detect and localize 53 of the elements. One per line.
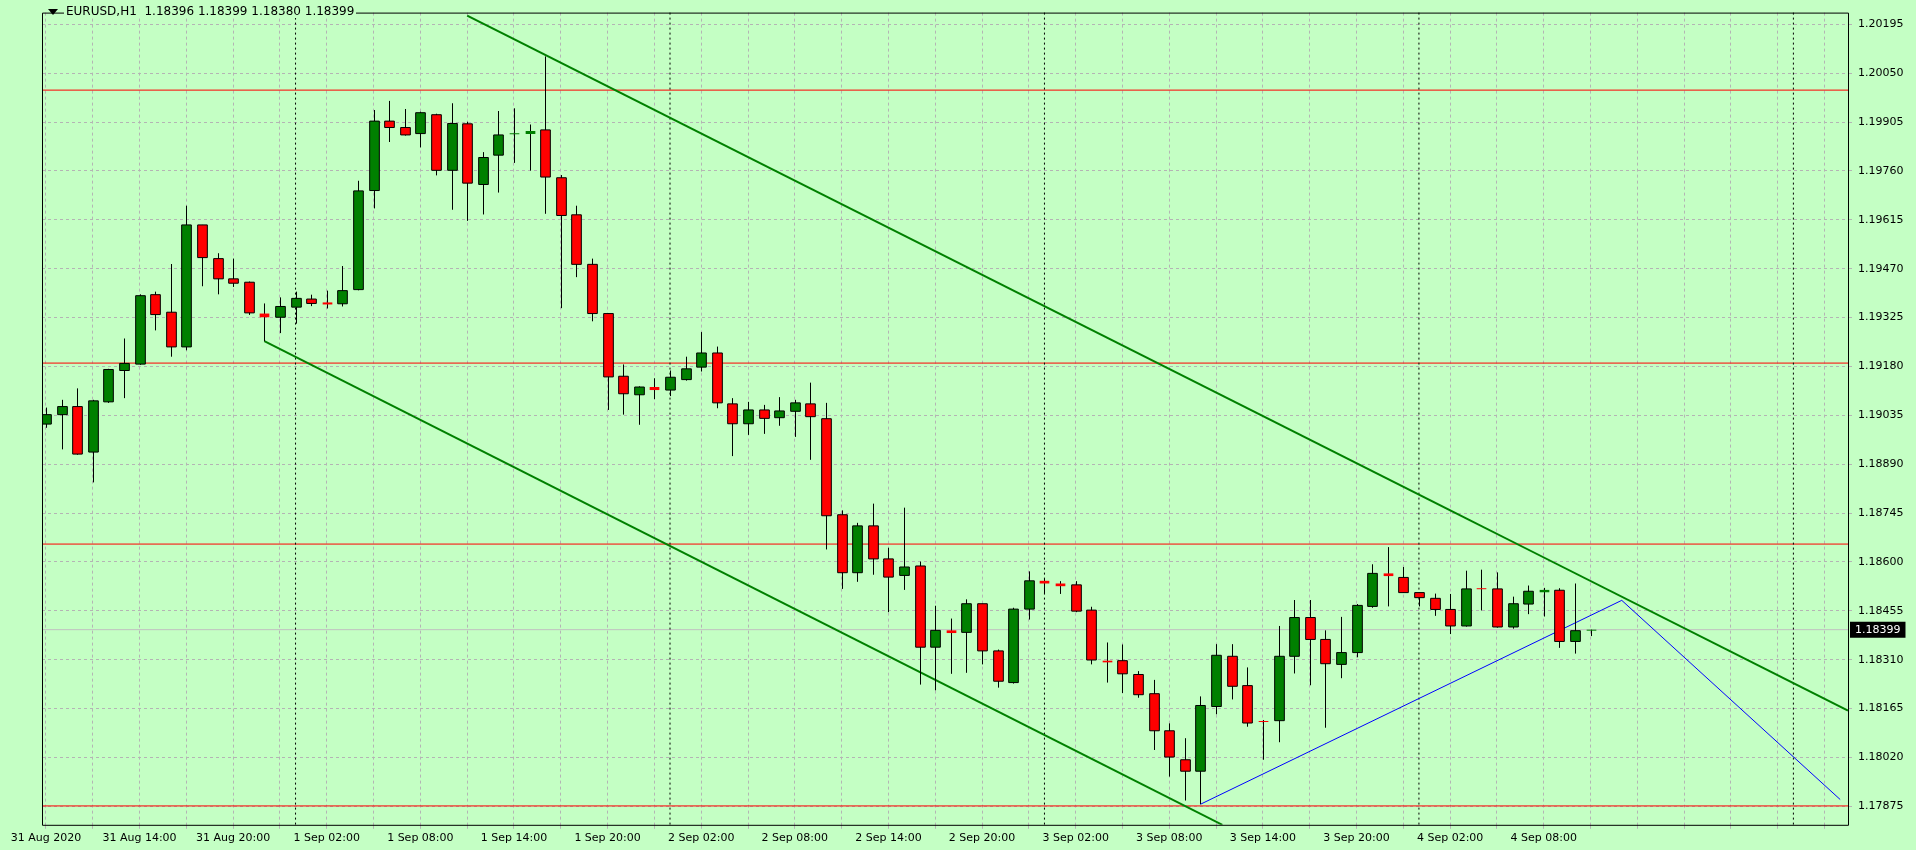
x-tick-label: 2 Sep 14:00 <box>855 831 922 845</box>
x-tick-label: 2 Sep 08:00 <box>761 831 829 845</box>
y-tick-label: 1.19180 <box>1858 359 1904 373</box>
y-tick-label: 1.18890 <box>1858 457 1904 471</box>
y-tick-label: 1.19470 <box>1858 261 1904 275</box>
x-tick-label: 4 Sep 08:00 <box>1510 831 1577 845</box>
candlestick <box>1476 569 1487 611</box>
x-tick-label: 1 Sep 02:00 <box>293 831 360 845</box>
candlestick <box>1305 599 1316 686</box>
y-tick-label: 1.18310 <box>1858 652 1904 666</box>
candlestick <box>1180 737 1191 802</box>
x-tick-label: 31 Aug 20:00 <box>196 831 271 845</box>
candlestick <box>275 296 286 334</box>
y-tick-label: 1.19325 <box>1858 310 1904 324</box>
x-tick-label: 1 Sep 20:00 <box>574 831 641 845</box>
x-tick-label: 31 Aug 2020 <box>10 831 82 845</box>
y-tick-label: 1.19035 <box>1858 408 1904 422</box>
x-tick-label: 1 Sep 14:00 <box>480 831 548 845</box>
candlestick <box>509 107 520 164</box>
candlestick <box>228 258 239 288</box>
candlestick <box>883 547 894 613</box>
x-tick-label: 2 Sep 20:00 <box>948 831 1016 845</box>
y-tick-label: 1.19760 <box>1858 163 1904 177</box>
candlestick <box>759 404 770 435</box>
x-tick-label: 3 Sep 14:00 <box>1229 831 1297 845</box>
candlestick <box>493 110 504 194</box>
y-tick-label: 1.18455 <box>1858 603 1904 617</box>
x-tick-label: 3 Sep 08:00 <box>1136 831 1203 845</box>
y-tick-label: 1.18020 <box>1858 750 1904 764</box>
y-tick-label: 1.17875 <box>1858 799 1904 813</box>
candlestick <box>1258 719 1269 761</box>
y-tick-label: 1.18745 <box>1858 505 1904 519</box>
x-tick-label: 3 Sep 02:00 <box>1042 831 1109 845</box>
x-tick-label: 3 Sep 20:00 <box>1323 831 1390 845</box>
y-tick-label: 1.20050 <box>1858 66 1904 80</box>
y-tick-label: 1.18165 <box>1858 701 1904 715</box>
candlestick <box>1383 546 1394 607</box>
y-tick-label: 1.18600 <box>1858 554 1904 568</box>
y-tick-label: 1.19615 <box>1858 212 1904 226</box>
x-tick-label: 4 Sep 02:00 <box>1416 831 1484 845</box>
candlestick <box>649 377 660 400</box>
y-tick-label: 1.20195 <box>1858 17 1904 31</box>
x-tick-label: 1 Sep 08:00 <box>387 831 454 845</box>
candlestick <box>790 399 801 438</box>
y-tick-label: 1.19905 <box>1858 114 1904 128</box>
ref-line-label: 1.18399 <box>1855 622 1901 636</box>
candlestick <box>946 618 957 675</box>
candlestick <box>1570 583 1581 655</box>
candlestick <box>525 123 536 172</box>
chart-title: EURUSD,H1 1.18396 1.18399 1.18380 1.18399 <box>64 4 357 18</box>
x-tick-label: 2 Sep 02:00 <box>667 831 735 845</box>
x-tick-label: 31 Aug 14:00 <box>102 831 177 845</box>
candlestick <box>1336 616 1347 679</box>
